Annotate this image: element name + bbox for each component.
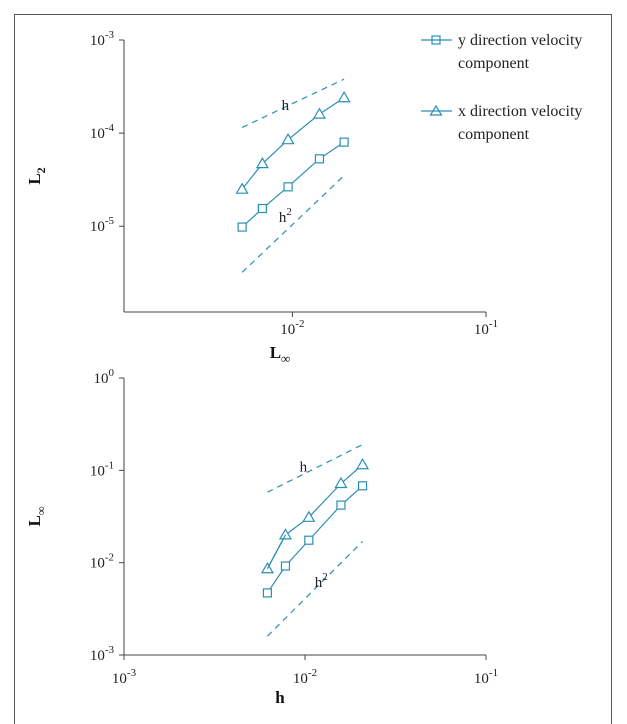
square-marker: [257, 203, 267, 214]
y-tick-label: 10-2: [90, 552, 114, 572]
reference-line: [241, 175, 345, 273]
legend-label-y-line2: component: [458, 55, 530, 72]
reference-line: [267, 444, 363, 493]
square-marker: [280, 561, 291, 571]
triangle-marker: [312, 107, 327, 119]
triangle-marker: [356, 458, 370, 470]
y-tick-label: 10-3: [90, 29, 115, 49]
y-tick-label: 10-4: [90, 122, 115, 142]
triangle-marker: [255, 156, 269, 169]
legend: y direction velocity component x directi…: [421, 32, 582, 143]
triangle-marker: [337, 91, 351, 103]
legend-label-y-line1: y direction velocity: [458, 32, 582, 49]
x-tick-label: 10-2: [293, 667, 317, 687]
reference-label: h: [300, 460, 308, 476]
legend-label-x-line1: x direction velocity: [458, 103, 582, 120]
y-tick-label: 100: [94, 367, 115, 387]
reference-line: [266, 540, 363, 637]
x-tick-label: 10-2: [280, 318, 304, 338]
figure-frame: [14, 14, 612, 724]
square-marker: [357, 481, 368, 491]
y-axis-label: L∞: [25, 506, 48, 526]
square-marker: [237, 222, 247, 232]
triangle-marker: [278, 528, 293, 540]
reference-label: h: [282, 98, 290, 114]
triangle-marker: [281, 132, 295, 145]
square-marker: [336, 500, 346, 510]
legend-square-marker: [431, 35, 441, 45]
square-marker: [339, 137, 349, 147]
plot-linf: 100 10-1 10-2 10-3 10-3 10-2 10-1 L∞ h h h2: [25, 367, 498, 707]
x-tick-label: 10-3: [112, 667, 137, 687]
y-tick-label: 10-1: [90, 459, 114, 479]
series-line: [266, 534, 286, 569]
reference-label: h2: [279, 206, 292, 226]
square-marker: [304, 535, 314, 545]
reference-label: h2: [315, 571, 328, 591]
y-tick-label: 10-5: [90, 215, 115, 235]
triangle-marker: [235, 182, 249, 194]
series-line: [266, 464, 363, 569]
series-line: [241, 141, 345, 228]
plot-l2: 10-3 10-4 10-5 10-2 10-1 L2 L∞ h h2: [25, 29, 498, 366]
square-marker: [314, 154, 325, 164]
x-axis-label: h: [275, 688, 285, 707]
square-marker: [283, 182, 293, 192]
legend-label-x-line2: component: [458, 126, 530, 143]
x-axis-label: L∞: [270, 343, 291, 366]
square-marker: [262, 588, 273, 598]
triangle-marker: [334, 476, 348, 489]
x-tick-label: 10-1: [474, 667, 498, 687]
legend-triangle-marker: [429, 104, 443, 116]
triangle-marker: [302, 510, 316, 522]
reference-line: [241, 78, 345, 129]
y-axis-label: L2: [25, 167, 48, 184]
x-tick-label: 10-1: [474, 318, 498, 338]
y-tick-label: 10-3: [90, 644, 115, 664]
